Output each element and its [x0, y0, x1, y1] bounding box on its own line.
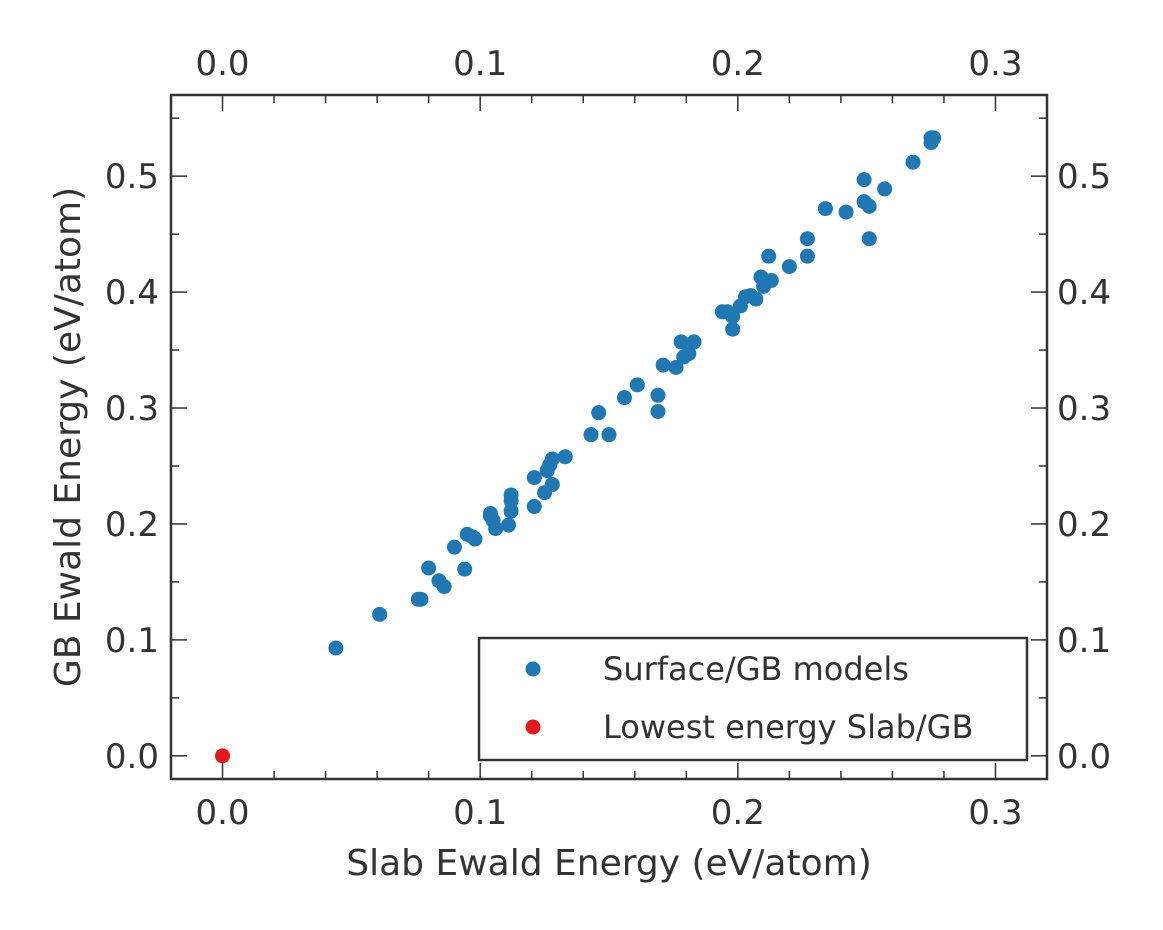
top-x-tick-label: 0.2 — [711, 44, 765, 84]
surface-gb-model-point — [526, 470, 542, 486]
surface-gb-model-point — [673, 334, 689, 350]
surface-gb-model-point — [467, 531, 483, 547]
plot-frame — [169, 93, 1049, 781]
right-y-tick-label: 0.3 — [1057, 389, 1111, 429]
x-tick-label: 0.0 — [195, 793, 249, 833]
surface-gb-model-point — [668, 359, 684, 375]
surface-gb-model-point — [926, 130, 942, 146]
surface-gb-model-point — [601, 427, 617, 443]
surface-gb-model-point — [544, 477, 560, 493]
surface-gb-model-point — [328, 640, 344, 656]
surface-gb-model-point — [748, 291, 764, 307]
surface-gb-model-point — [616, 390, 632, 406]
surface-gb-model-point — [763, 272, 779, 288]
surface-gb-model-point — [799, 231, 815, 247]
top-x-tick-label: 0.0 — [195, 44, 249, 84]
surface-gb-model-point — [544, 451, 560, 467]
surface-gb-model-point — [413, 591, 429, 607]
surface-gb-model-point — [655, 357, 671, 373]
surface-gb-model-point — [861, 231, 877, 247]
right-y-tick-label: 0.5 — [1057, 157, 1111, 197]
surface-gb-model-point — [629, 377, 645, 393]
surface-gb-model-point — [457, 561, 473, 577]
surface-gb-model-point — [421, 560, 437, 576]
surface-gb-model-point — [503, 503, 519, 519]
surface-gb-model-point — [781, 259, 797, 275]
legend-box — [477, 636, 1029, 762]
surface-gb-model-point — [799, 248, 815, 264]
surface-gb-model-point — [436, 579, 452, 595]
surface-gb-model-point — [591, 405, 607, 421]
surface-gb-model-point — [725, 321, 741, 337]
y-tick-label: 0.1 — [105, 621, 159, 661]
surface-gb-model-point — [501, 517, 517, 533]
y-tick-label: 0.4 — [105, 273, 159, 313]
lowest-energy-point — [215, 748, 231, 764]
surface-gb-model-point — [761, 248, 777, 264]
x-tick-label: 0.2 — [711, 793, 765, 833]
surface-gb-model-point — [905, 154, 921, 170]
legend: Surface/GB models Lowest energy Slab/GB — [477, 636, 1029, 762]
axis-ticks: 0.0 0.0 0.1 0.1 0.2 0.2 0.3 0.3 0.0 0.0 0.1 0.1 0.2 0… — [105, 44, 1111, 833]
surface-gb-model-point — [583, 427, 599, 443]
surface-gb-model-point — [650, 387, 666, 403]
data-points — [215, 130, 942, 764]
surface-gb-model-point — [557, 449, 573, 465]
x-tick-label: 0.1 — [453, 793, 507, 833]
y-tick-label: 0.2 — [105, 505, 159, 545]
surface-gb-model-point — [725, 308, 741, 324]
surface-gb-model-point — [446, 539, 462, 555]
x-axis-label: Slab Ewald Energy (eV/atom) — [346, 843, 872, 884]
right-y-tick-label: 0.0 — [1057, 737, 1111, 777]
legend-label-lowest-energy: Lowest energy Slab/GB — [603, 708, 973, 746]
surface-gb-model-point — [877, 181, 893, 197]
right-y-tick-label: 0.2 — [1057, 505, 1111, 545]
surface-gb-model-point — [817, 201, 833, 217]
top-x-tick-label: 0.1 — [453, 44, 507, 84]
surface-gb-model-point — [650, 403, 666, 419]
surface-gb-model-point — [686, 334, 702, 350]
right-y-tick-label: 0.4 — [1057, 273, 1111, 313]
surface-gb-model-point — [681, 346, 697, 362]
surface-gb-model-point — [861, 198, 877, 214]
y-tick-label: 0.5 — [105, 157, 159, 197]
x-tick-label: 0.3 — [968, 793, 1022, 833]
surface-gb-model-point — [372, 606, 388, 622]
surface-gb-model-point — [488, 521, 504, 537]
legend-marker-lowest-energy — [525, 719, 541, 735]
surface-gb-model-point — [838, 204, 854, 220]
legend-marker-surface-gb-models — [525, 661, 541, 677]
surface-gb-model-point — [503, 493, 519, 509]
surface-gb-model-point — [526, 499, 542, 515]
y-tick-label: 0.0 — [105, 737, 159, 777]
top-x-tick-label: 0.3 — [968, 44, 1022, 84]
y-tick-label: 0.3 — [105, 389, 159, 429]
y-axis-label: GB Ewald Energy (eV/atom) — [48, 187, 89, 687]
surface-gb-model-point — [856, 172, 872, 188]
right-y-tick-label: 0.1 — [1057, 621, 1111, 661]
legend-label-surface-gb-models: Surface/GB models — [603, 650, 909, 688]
